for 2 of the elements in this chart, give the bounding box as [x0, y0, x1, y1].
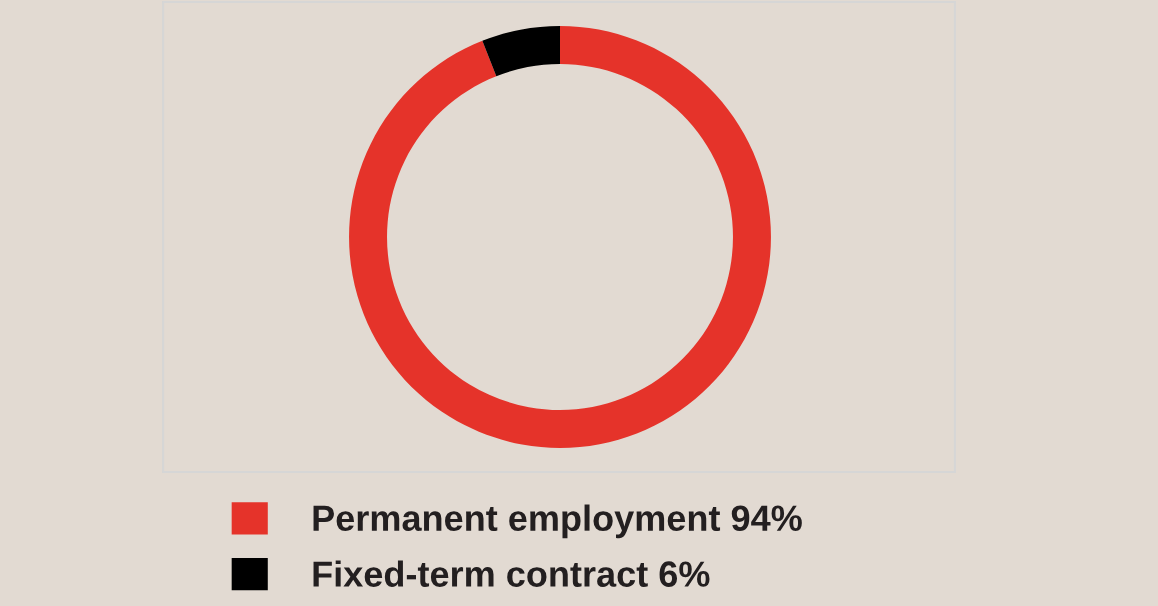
legend-label: Permanent employment 94% — [313, 504, 802, 539]
legend-label: Fixed-term contract 6% — [313, 560, 710, 587]
